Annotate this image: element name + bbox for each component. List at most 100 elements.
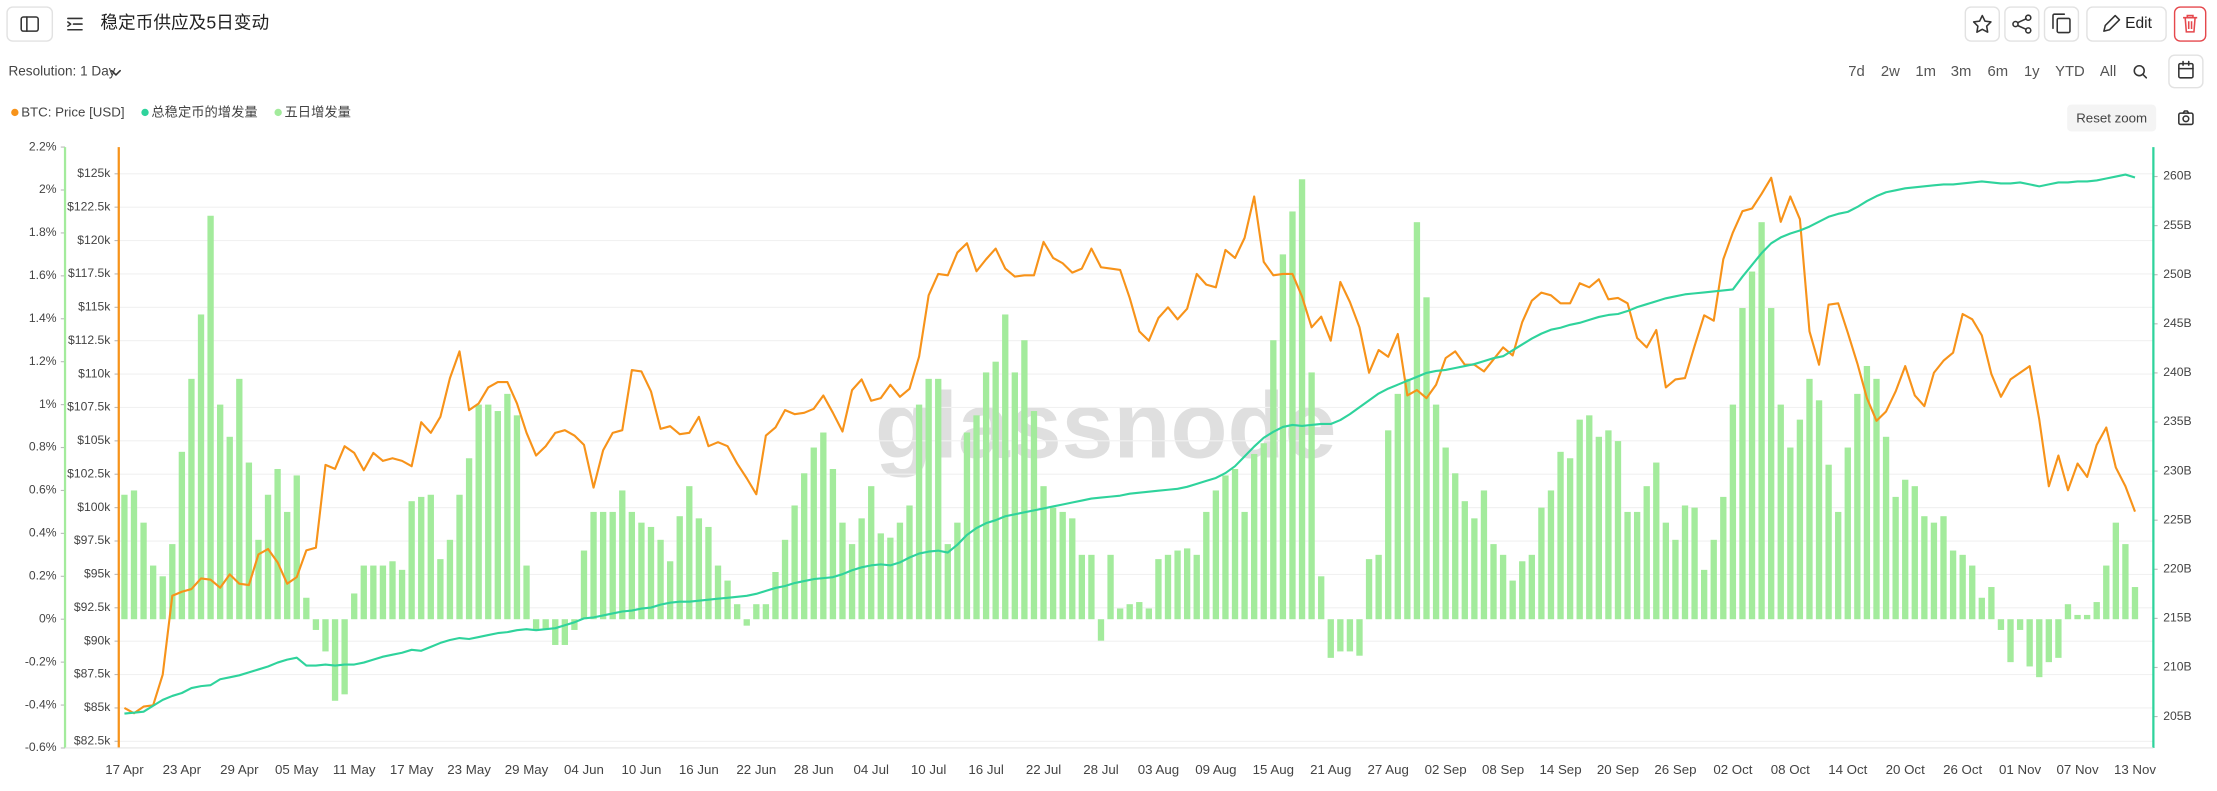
- bar: [982, 372, 990, 620]
- reset-zoom-button[interactable]: [2067, 104, 2157, 132]
- x-tick-label: 08 Sep: [1482, 762, 1524, 777]
- edit-label: Edit: [2125, 15, 2152, 32]
- bar: [2112, 522, 2120, 620]
- bar: [1787, 447, 1794, 620]
- bar: [1049, 507, 1057, 620]
- camera-icon[interactable]: [2178, 110, 2194, 126]
- bar: [1892, 496, 1899, 620]
- y-tick-label: $102.5k: [67, 466, 111, 480]
- share-icon: [2012, 14, 2032, 34]
- x-tick-label: 07 Nov: [2057, 762, 2099, 777]
- y-tick-label: -0.4%: [25, 697, 57, 711]
- bar: [705, 526, 712, 620]
- delete-button[interactable]: [2173, 6, 2207, 42]
- x-tick-label: 14 Sep: [1539, 762, 1581, 777]
- legend-label[interactable]: 总稳定币的增发量: [151, 105, 257, 120]
- bar: [1040, 486, 1047, 620]
- bar: [686, 486, 693, 620]
- bar: [829, 468, 837, 620]
- range-button[interactable]: 6m: [1988, 64, 2009, 80]
- share-button[interactable]: [2004, 6, 2040, 42]
- bar: [1145, 608, 1153, 620]
- range-button[interactable]: 1m: [1915, 64, 1936, 80]
- bar: [532, 619, 540, 630]
- bar: [944, 544, 951, 620]
- range-button[interactable]: 1y: [2024, 64, 2040, 80]
- y-tick-label: 2.2%: [29, 139, 57, 153]
- y-tick-label: -0.2%: [25, 654, 57, 668]
- range-buttons: 7d 2w 1m 3m 6m 1y YTD All: [1848, 64, 2116, 80]
- bar: [389, 561, 396, 620]
- range-button[interactable]: 7d: [1848, 64, 1865, 80]
- bar: [2093, 602, 2100, 620]
- bar: [1021, 340, 1028, 620]
- bar: [887, 537, 894, 620]
- y-tick-label: 0.4%: [29, 526, 57, 540]
- bar: [1882, 436, 1890, 620]
- collapse-icon[interactable]: [67, 17, 83, 31]
- bar: [1490, 544, 1497, 620]
- favorite-button[interactable]: [1964, 6, 2000, 42]
- bar: [1758, 222, 1765, 620]
- range-button[interactable]: 2w: [1881, 64, 1900, 80]
- y-tick-label: 2%: [39, 182, 57, 196]
- bar: [475, 404, 482, 620]
- x-tick-label: 20 Oct: [1886, 762, 1925, 777]
- bar: [1739, 308, 1746, 620]
- resolution-select[interactable]: Resolution: 1 Day: [8, 64, 115, 79]
- y-tick-label: $97.5k: [74, 533, 111, 547]
- sidebar-icon: [20, 16, 39, 32]
- x-tick-label: 04 Jun: [564, 762, 604, 777]
- bar: [274, 468, 281, 620]
- x-tick-label: 17 May: [390, 762, 434, 777]
- bar: [619, 490, 626, 620]
- legend-label[interactable]: BTC: Price [USD]: [21, 105, 124, 120]
- range-button[interactable]: 3m: [1951, 64, 1972, 80]
- bar: [657, 539, 664, 620]
- range-button[interactable]: YTD: [2055, 64, 2085, 80]
- y-tick-label: 210B: [2163, 660, 2191, 674]
- bar: [1011, 372, 1018, 620]
- bar: [1136, 602, 1143, 620]
- bar: [1413, 222, 1421, 620]
- bar: [465, 458, 473, 620]
- bar: [1241, 511, 1248, 620]
- bar: [2074, 614, 2081, 620]
- y-tick-label: 1.2%: [29, 354, 57, 368]
- bar: [121, 494, 128, 620]
- x-tick-label: 09 Aug: [1195, 762, 1236, 777]
- bar: [868, 486, 875, 620]
- calendar-icon: [2178, 60, 2194, 79]
- bar: [1643, 486, 1650, 620]
- range-button[interactable]: All: [2100, 64, 2116, 80]
- zoom-icon[interactable]: [2133, 65, 2148, 79]
- y-tick-label: 0.2%: [29, 569, 57, 583]
- bar: [599, 511, 607, 620]
- bar: [523, 565, 530, 620]
- bar: [1528, 554, 1535, 620]
- sidebar-toggle[interactable]: [6, 6, 54, 42]
- bar: [609, 511, 616, 620]
- bar: [1356, 619, 1363, 656]
- edit-button[interactable]: [2086, 6, 2167, 42]
- bar: [820, 432, 827, 620]
- y-tick-label: 220B: [2163, 561, 2191, 575]
- legend-label[interactable]: 五日增发量: [285, 105, 351, 120]
- bar: [772, 572, 779, 620]
- calendar-button[interactable]: [2168, 54, 2204, 89]
- bar: [1270, 340, 1277, 620]
- bar: [552, 619, 559, 645]
- plot-area: -0.6% -0.4% -0.2% 0% 0.2% 0.4% 0.6% 0.8% 1% 1.2% 1…: [25, 139, 2192, 777]
- bar: [1691, 507, 1698, 620]
- bar: [580, 550, 588, 620]
- bar: [1997, 619, 2005, 630]
- page-title: 稳定币供应及5日变动: [100, 13, 269, 33]
- bar: [2026, 619, 2033, 667]
- y-tick-label: 230B: [2163, 463, 2191, 477]
- bar: [666, 561, 674, 620]
- bar: [896, 522, 904, 620]
- duplicate-button[interactable]: [2043, 6, 2080, 42]
- bar: [1902, 479, 1909, 620]
- x-tick-label: 16 Jun: [679, 762, 719, 777]
